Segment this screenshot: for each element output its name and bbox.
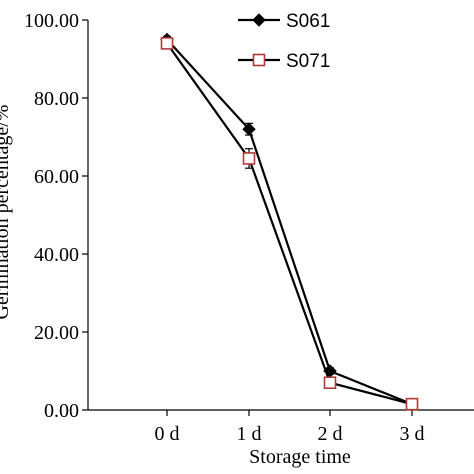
y-axis-title: Germination percentage/% (0, 105, 13, 320)
legend-marker (252, 53, 266, 67)
legend: S061 S071 (238, 11, 330, 72)
legend-label: S061 (286, 11, 330, 32)
x-tick-label: 3 d (400, 423, 425, 445)
y-tick-label: 0.00 (44, 400, 79, 422)
series-line (166, 42, 413, 406)
x-axis-title: Storage time (249, 446, 351, 468)
y-tick-label: 40.00 (34, 244, 79, 266)
data-point (323, 376, 337, 390)
x-tick-label: 1 d (237, 423, 262, 445)
legend-label: S071 (286, 51, 330, 72)
series-S071 (160, 37, 419, 411)
y-tick-label: 100.00 (24, 10, 79, 32)
y-ticks: 0.00 20.00 40.00 60.00 80.00 100.00 (24, 10, 88, 422)
series (160, 32, 419, 411)
legend-item: S071 (238, 51, 330, 72)
x-tick-label: 2 d (318, 423, 343, 445)
legend-item: S061 (238, 11, 330, 32)
legend-marker (252, 13, 266, 27)
y-tick-label: 60.00 (34, 166, 79, 188)
y-tick-label: 80.00 (34, 88, 79, 110)
x-ticks: 0 d 1 d 2 d 3 d (155, 410, 425, 445)
y-tick-label: 20.00 (34, 322, 79, 344)
data-point (242, 122, 256, 136)
data-point (160, 37, 174, 50)
data-point (405, 397, 419, 411)
x-tick-label: 0 d (155, 423, 180, 445)
data-point (242, 152, 256, 165)
series-line (166, 38, 413, 406)
